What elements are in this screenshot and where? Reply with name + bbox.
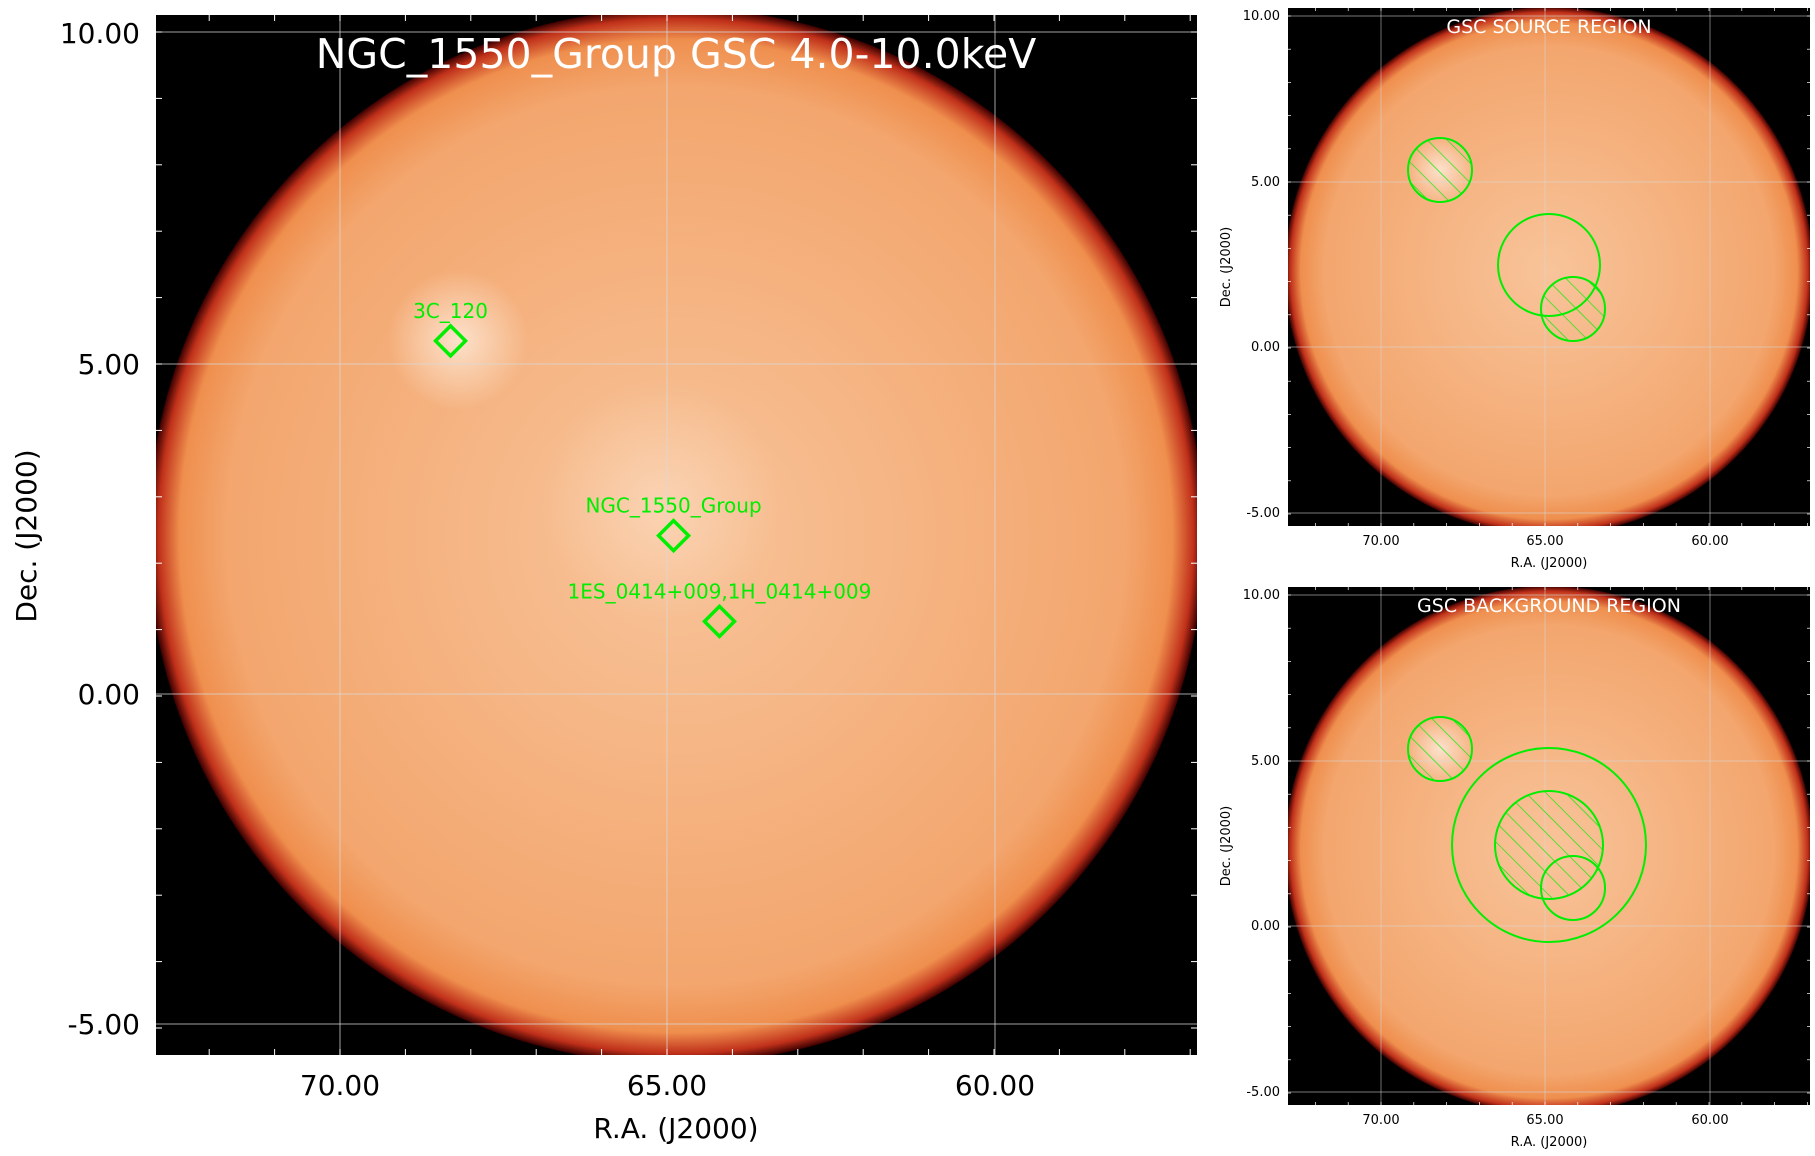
source-tick-marks <box>1288 8 1810 526</box>
source-excluded-region-1es0414 <box>1540 276 1606 342</box>
source-field-of-view <box>1288 8 1810 526</box>
background-ytick-label: 10.00 <box>1243 588 1280 603</box>
main-tick-marks <box>156 15 1197 1055</box>
source-xtick-label: 60.00 <box>1691 534 1728 549</box>
main-bright-spot-3c120 <box>388 270 528 410</box>
background-xtick-label: 65.00 <box>1526 1113 1563 1128</box>
background-xtick-label: 60.00 <box>1691 1113 1728 1128</box>
main-xtick-label: 65.00 <box>627 1069 707 1102</box>
background-ytick-label: 0.00 <box>1251 919 1280 934</box>
source-region-panel: GSC SOURCE REGION 10.00 5.00 0.00 -5.00 … <box>1219 8 1810 571</box>
source-ytick-label: -5.00 <box>1246 506 1280 521</box>
source-ytick-label: 10.00 <box>1243 9 1280 24</box>
main-x-axis-label: R.A. (J2000) <box>593 1112 758 1145</box>
background-panel-title: GSC BACKGROUND REGION <box>1417 595 1681 617</box>
background-tick-marks <box>1288 587 1810 1105</box>
background-ytick-label: 5.00 <box>1251 754 1280 769</box>
background-x-axis-label: R.A. (J2000) <box>1511 1135 1588 1150</box>
main-ytick-label: 5.00 <box>78 348 140 381</box>
main-xtick-label: 70.00 <box>300 1069 380 1102</box>
background-excluded-source-region <box>1494 790 1604 900</box>
source-diamond-marker <box>702 603 737 639</box>
background-y-tick-labels: 10.00 5.00 0.00 -5.00 <box>1243 588 1280 1100</box>
main-title: NGC_1550_Group GSC 4.0-10.0keV <box>316 30 1037 78</box>
source-excluded-region-3c120 <box>1407 137 1473 203</box>
source-marker-label: NGC_1550_Group <box>585 494 761 518</box>
source-xtick-label: 70.00 <box>1362 534 1399 549</box>
source-marker-label: 3C_120 <box>413 299 488 323</box>
source-y-tick-labels: 10.00 5.00 0.00 -5.00 <box>1243 9 1280 521</box>
main-y-tick-labels: 10.00 5.00 0.00 -5.00 <box>60 17 140 1041</box>
background-ytick-label: -5.00 <box>1246 1085 1280 1100</box>
main-grid <box>156 15 1197 1055</box>
source-x-tick-labels: 70.00 65.00 60.00 <box>1362 534 1728 549</box>
main-panel: 3C_120 NGC_1550_Group 1ES_0414+009,1H_0414… <box>10 15 1197 1145</box>
source-marker-label: 1ES_0414+009,1H_0414+009 <box>568 579 872 603</box>
source-diamond-marker <box>656 518 692 554</box>
source-diamond-marker <box>433 323 468 359</box>
source-x-axis-label: R.A. (J2000) <box>1511 556 1588 571</box>
source-ytick-label: 0.00 <box>1251 340 1280 355</box>
main-y-axis-label: Dec. (J2000) <box>10 449 43 622</box>
background-excluded-region-3c120 <box>1407 716 1473 782</box>
main-bright-spot-center <box>540 380 780 620</box>
main-x-tick-labels: 70.00 65.00 60.00 <box>300 1069 1035 1102</box>
source-xtick-label: 65.00 <box>1526 534 1563 549</box>
background-y-axis-label: Dec. (J2000) <box>1219 806 1234 886</box>
source-y-axis-label: Dec. (J2000) <box>1219 227 1234 307</box>
main-ytick-label: 0.00 <box>78 678 140 711</box>
main-source-markers: 3C_120 NGC_1550_Group 1ES_0414+009,1H_0414… <box>413 299 872 639</box>
background-xtick-label: 70.00 <box>1362 1113 1399 1128</box>
source-ytick-label: 5.00 <box>1251 175 1280 190</box>
background-region-panel: GSC BACKGROUND REGION 10.00 5.00 0.00 -5… <box>1219 587 1810 1150</box>
main-xtick-label: 60.00 <box>955 1069 1035 1102</box>
background-excluded-region-1es0414 <box>1540 855 1606 921</box>
main-ytick-label: 10.00 <box>60 17 140 50</box>
source-grid <box>1288 8 1810 526</box>
background-outer-annulus <box>1451 747 1647 943</box>
background-x-tick-labels: 70.00 65.00 60.00 <box>1362 1113 1728 1128</box>
source-panel-title: GSC SOURCE REGION <box>1446 16 1651 38</box>
main-ytick-label: -5.00 <box>68 1008 140 1041</box>
